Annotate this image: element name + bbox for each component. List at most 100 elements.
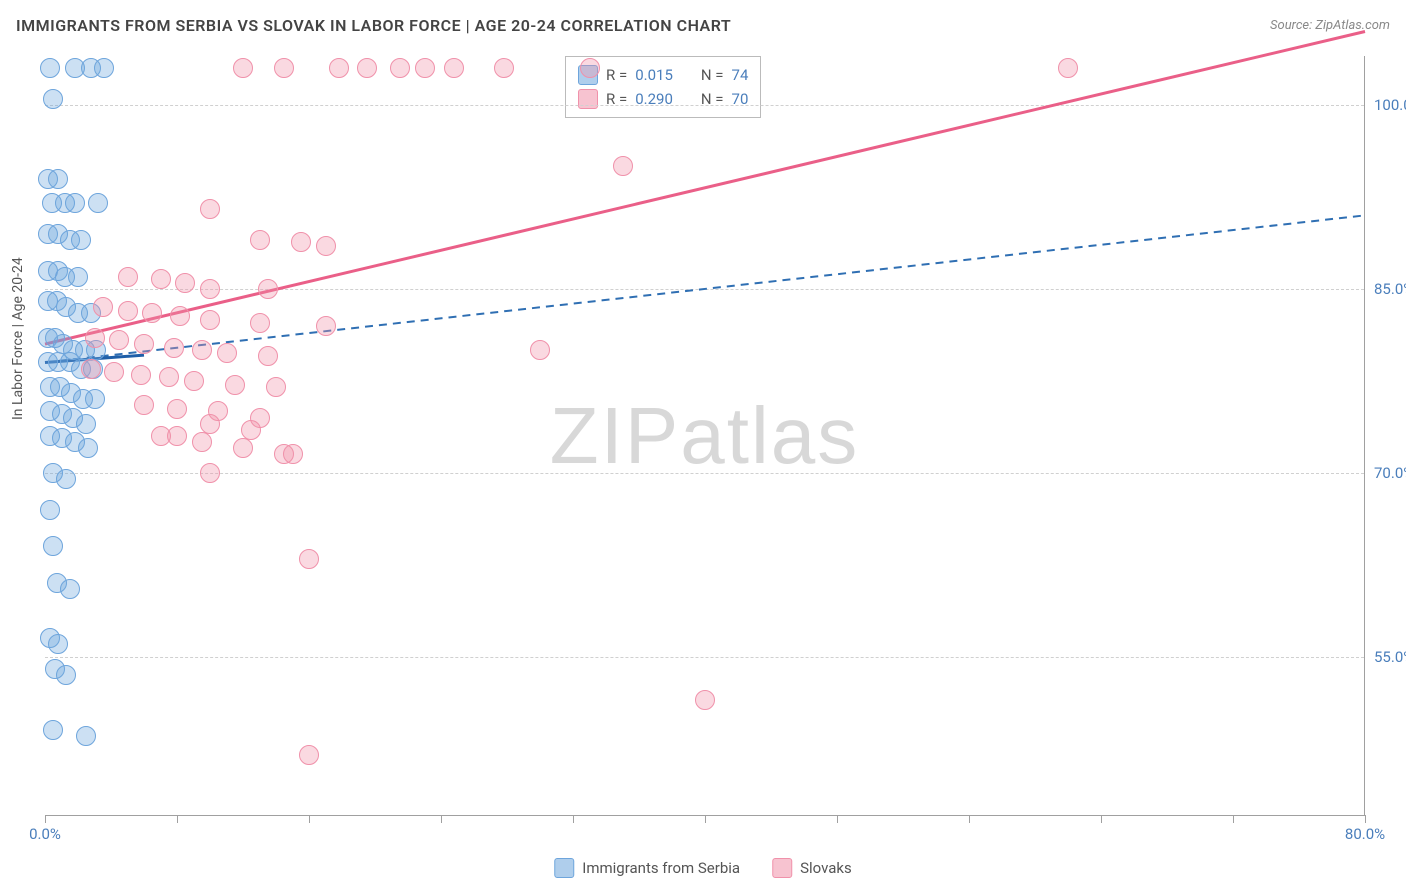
data-point: [200, 310, 220, 330]
data-point: [200, 414, 220, 434]
data-point: [250, 230, 270, 250]
data-point: [274, 58, 294, 78]
source-label: Source: ZipAtlas.com: [1270, 18, 1390, 33]
data-point: [258, 346, 278, 366]
legend-swatch: [554, 858, 574, 878]
x-tick: [45, 815, 46, 823]
data-point: [192, 340, 212, 360]
data-point: [415, 58, 435, 78]
legend-n-value: 74: [732, 66, 749, 84]
legend-row: R =0.015N =74: [578, 63, 748, 87]
scatter-chart: ZIPatlas R =0.015N =74R =0.290N =70 55.0…: [45, 56, 1365, 816]
data-point: [1058, 58, 1078, 78]
data-point: [444, 58, 464, 78]
data-point: [250, 313, 270, 333]
data-point: [104, 362, 124, 382]
data-point: [93, 297, 113, 317]
data-point: [68, 267, 88, 287]
data-point: [695, 690, 715, 710]
data-point: [131, 365, 151, 385]
data-point: [76, 414, 96, 434]
gridline: [45, 657, 1364, 658]
data-point: [85, 328, 105, 348]
y-axis-label: In Labor Force | Age 20-24: [10, 257, 26, 420]
data-point: [88, 193, 108, 213]
data-point: [329, 58, 349, 78]
data-point: [241, 420, 261, 440]
data-point: [43, 89, 63, 109]
data-point: [81, 359, 101, 379]
data-point: [299, 745, 319, 765]
data-point: [580, 58, 600, 78]
data-point: [40, 58, 60, 78]
data-point: [494, 58, 514, 78]
data-point: [175, 273, 195, 293]
data-point: [159, 367, 179, 387]
x-tick: [1365, 815, 1366, 823]
x-tick-label: 80.0%: [1345, 825, 1385, 843]
data-point: [65, 193, 85, 213]
watermark: ZIPatlas: [550, 390, 859, 482]
data-point: [316, 316, 336, 336]
data-point: [233, 58, 253, 78]
data-point: [613, 156, 633, 176]
x-tick: [969, 815, 970, 823]
legend-n-label: N =: [701, 66, 724, 84]
data-point: [48, 634, 68, 654]
data-point: [48, 169, 68, 189]
data-point: [60, 579, 80, 599]
data-point: [200, 463, 220, 483]
x-tick: [705, 815, 706, 823]
data-point: [258, 279, 278, 299]
legend-label: Slovaks: [800, 859, 852, 877]
data-point: [40, 500, 60, 520]
data-point: [76, 726, 96, 746]
data-point: [217, 343, 237, 363]
series-legend: Immigrants from Serbia Slovaks: [554, 858, 852, 878]
y-tick-label: 55.0%: [1374, 648, 1406, 666]
y-tick-label: 100.0%: [1374, 96, 1406, 114]
data-point: [170, 306, 190, 326]
legend-item: Slovaks: [772, 858, 852, 878]
x-tick: [573, 815, 574, 823]
data-point: [43, 720, 63, 740]
data-point: [71, 230, 91, 250]
data-point: [530, 340, 550, 360]
data-point: [43, 536, 63, 556]
x-tick: [1101, 815, 1102, 823]
data-point: [94, 58, 114, 78]
data-point: [164, 338, 184, 358]
data-point: [85, 389, 105, 409]
y-tick-label: 85.0%: [1374, 280, 1406, 298]
data-point: [56, 665, 76, 685]
gridline: [45, 105, 1364, 106]
y-tick-label: 70.0%: [1374, 464, 1406, 482]
data-point: [56, 469, 76, 489]
data-point: [316, 236, 336, 256]
data-point: [118, 301, 138, 321]
data-point: [109, 330, 129, 350]
x-tick-label: 0.0%: [29, 825, 61, 843]
data-point: [151, 269, 171, 289]
legend-label: Immigrants from Serbia: [582, 859, 740, 877]
x-tick: [177, 815, 178, 823]
gridline: [45, 289, 1364, 290]
data-point: [142, 303, 162, 323]
data-point: [357, 58, 377, 78]
data-point: [225, 375, 245, 395]
data-point: [118, 267, 138, 287]
data-point: [200, 279, 220, 299]
legend-swatch: [772, 858, 792, 878]
data-point: [266, 377, 286, 397]
gridline: [45, 473, 1364, 474]
data-point: [78, 438, 98, 458]
data-point: [192, 432, 212, 452]
title-bar: IMMIGRANTS FROM SERBIA VS SLOVAK IN LABO…: [16, 16, 1390, 35]
x-tick: [1233, 815, 1234, 823]
data-point: [167, 426, 187, 446]
data-point: [283, 444, 303, 464]
x-tick: [441, 815, 442, 823]
data-point: [299, 549, 319, 569]
data-point: [200, 199, 220, 219]
data-point: [167, 399, 187, 419]
